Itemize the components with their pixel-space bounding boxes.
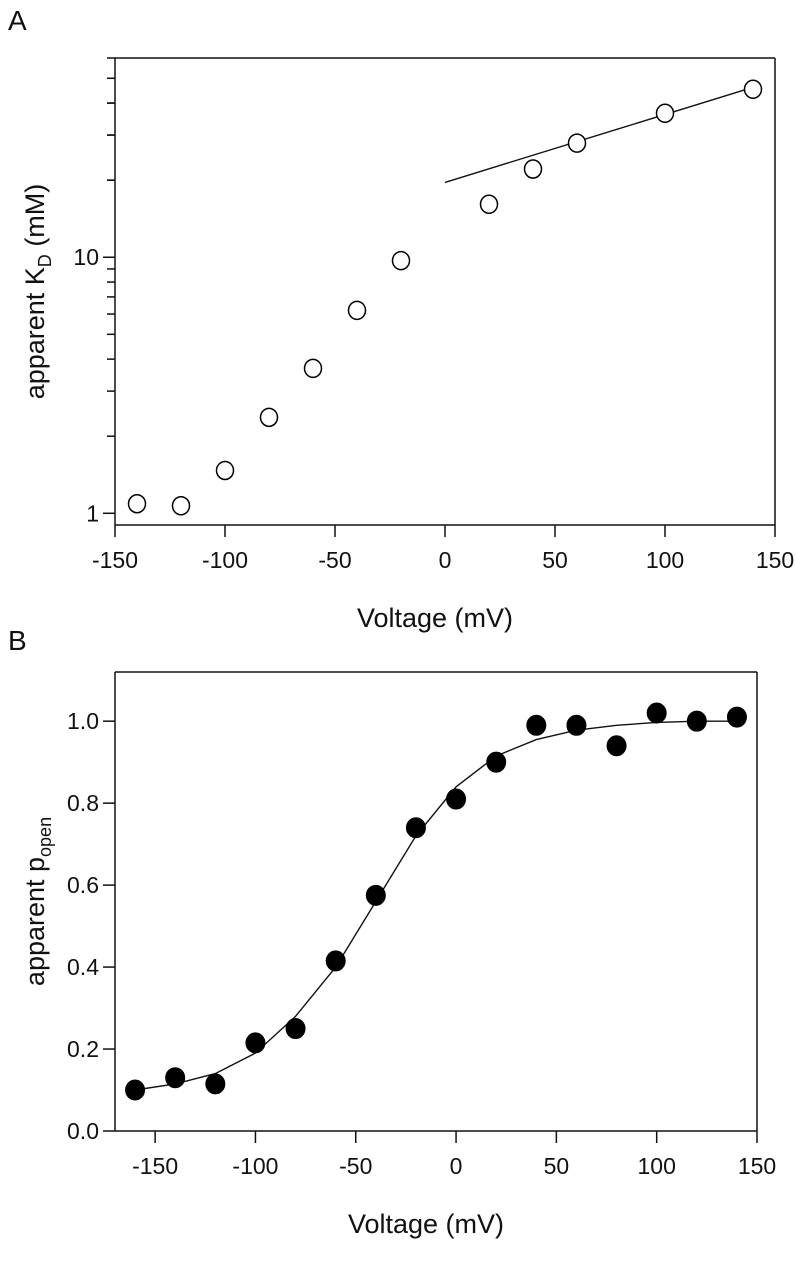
data-point — [347, 300, 367, 321]
data-point — [165, 1067, 186, 1089]
x-tick-label: -150 — [92, 547, 138, 573]
x-tick-label: 100 — [646, 547, 684, 573]
data-point — [127, 493, 147, 514]
x-tick-label: 0 — [450, 1153, 463, 1179]
data-point — [446, 788, 467, 810]
y-tick-label: 0.4 — [67, 954, 99, 980]
data-point — [205, 1073, 226, 1095]
y-axis-title: apparent popen — [20, 817, 55, 986]
panel-b-chart: -150 -100 -50 0 50 100 150 0.0 0.2 0.4 0.6 0.8 1.0 Vo… — [20, 671, 776, 1239]
y-tick-label: 10 — [73, 244, 99, 270]
data-point — [479, 194, 499, 215]
data-point — [245, 1032, 266, 1054]
y-tick-label: 0.2 — [67, 1036, 99, 1062]
panel-label-b: B — [8, 625, 27, 656]
data-point — [215, 460, 235, 481]
x-tick-label: 150 — [738, 1153, 776, 1179]
data-point — [125, 1079, 146, 1101]
data-point — [285, 1018, 306, 1040]
data-point — [566, 714, 587, 736]
x-tick-label: -50 — [339, 1153, 372, 1179]
data-point — [526, 714, 547, 736]
data-point — [567, 133, 587, 153]
x-tick-label: 50 — [544, 1153, 570, 1179]
data-point — [523, 159, 543, 179]
x-tick-label: 50 — [542, 547, 568, 573]
data-point — [646, 702, 667, 724]
x-axis-title: Voltage (mV) — [357, 603, 513, 633]
fit-line — [444, 86, 754, 184]
data-point — [303, 358, 323, 379]
y-tick-label: 0.0 — [67, 1118, 99, 1144]
data-point — [325, 950, 346, 972]
y-tick-label: 1 — [86, 500, 99, 526]
fit-curve — [134, 720, 737, 1091]
y-axis-title: apparent KD (mM) — [20, 184, 55, 400]
y-tick-label: 1.0 — [67, 708, 99, 734]
x-tick-label: 100 — [638, 1153, 676, 1179]
data-point — [686, 710, 707, 732]
y-tick-label: 0.6 — [67, 872, 99, 898]
x-tick-label: 0 — [439, 547, 452, 573]
data-point — [365, 884, 386, 906]
x-tick-label: 150 — [756, 547, 794, 573]
x-axis-title: Voltage (mV) — [348, 1209, 504, 1239]
x-tick-label: -100 — [232, 1153, 278, 1179]
y-tick-label: 0.8 — [67, 790, 99, 816]
panel-a-chart: -150 -100 -50 0 50 100 150 1 10 Voltage (mV) appar… — [20, 57, 794, 633]
x-tick-label: -150 — [132, 1153, 178, 1179]
data-point — [726, 706, 747, 728]
x-tick-label: -50 — [318, 547, 351, 573]
data-point — [743, 79, 763, 100]
data-point — [259, 407, 279, 428]
panel-label-a: A — [8, 5, 27, 36]
data-point — [486, 751, 507, 773]
data-point — [405, 817, 426, 839]
x-tick-label: -100 — [202, 547, 248, 573]
data-point — [606, 735, 627, 757]
data-point — [171, 496, 191, 516]
data-point — [391, 250, 411, 271]
data-point — [655, 103, 675, 124]
